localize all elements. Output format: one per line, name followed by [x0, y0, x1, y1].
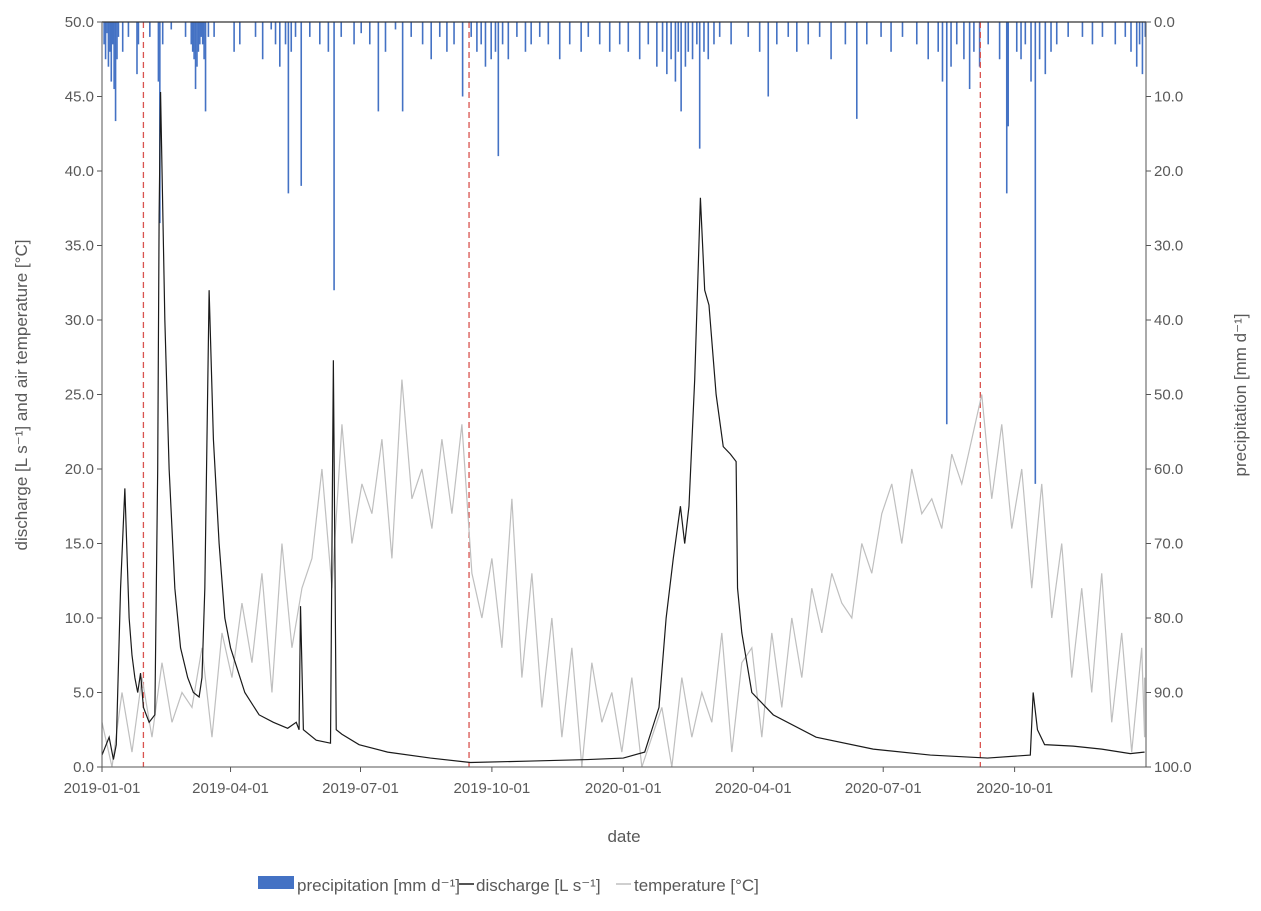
y-left-tick-label: 45.0: [65, 89, 94, 106]
y-right-tick-label: 100.0: [1154, 759, 1192, 776]
y-right-tick-label: 50.0: [1154, 387, 1183, 404]
y-left-tick-label: 10.0: [65, 610, 94, 627]
x-tick-label: 2019-01-01: [64, 780, 141, 797]
y-right-tick-label: 30.0: [1154, 238, 1183, 255]
y-left-tick-label: 15.0: [65, 536, 94, 553]
y-right-tick-label: 90.0: [1154, 685, 1183, 702]
y-left-tick-label: 40.0: [65, 163, 94, 180]
legend-precipitation-label: precipitation [mm d⁻¹]: [297, 876, 460, 895]
x-tick-label: 2020-01-01: [585, 780, 662, 797]
y-axis-right-title: precipitation [mm d⁻¹]: [1231, 314, 1250, 477]
x-tick-label: 2019-07-01: [322, 780, 399, 797]
discharge-series: [101, 92, 1145, 764]
axes: [97, 21, 1151, 772]
y-right-tick-label: 0.0: [1154, 14, 1175, 31]
precipitation-bars: [103, 22, 1147, 484]
x-tick-label: 2019-04-01: [192, 780, 269, 797]
x-tick-label: 2020-04-01: [715, 780, 792, 797]
y-right-tick-label: 80.0: [1154, 610, 1183, 627]
legend: precipitation [mm d⁻¹] discharge [L s⁻¹]…: [258, 876, 759, 895]
y-right-tick-label: 70.0: [1154, 536, 1183, 553]
temperature-series: [101, 379, 1146, 768]
x-tick-label: 2019-10-01: [454, 780, 531, 797]
temperature-line: [101, 379, 1146, 768]
y-left-tick-label: 20.0: [65, 461, 94, 478]
x-tick-label: 2020-07-01: [845, 780, 922, 797]
discharge-line: [101, 92, 1145, 764]
y-left-tick-label: 0.0: [73, 759, 94, 776]
y-left-tick-label: 30.0: [65, 312, 94, 329]
y-left-tick-label: 25.0: [65, 387, 94, 404]
y-axis-left-title: discharge [L s⁻¹] and air temperature [°…: [12, 240, 31, 551]
y-right-tick-label: 40.0: [1154, 312, 1183, 329]
tick-labels: 0.0 5.0 10.0 15.0 20.0 25.0 30.0 35.0 40.0 45.0 50…: [64, 14, 1192, 797]
legend-discharge-label: discharge [L s⁻¹]: [476, 876, 601, 895]
legend-temperature-label: temperature [°C]: [634, 876, 759, 895]
event-marker-lines: [142, 22, 981, 767]
y-left-tick-label: 50.0: [65, 14, 94, 31]
x-axis-title: date: [607, 827, 640, 846]
legend-precipitation-swatch: [258, 876, 294, 889]
y-right-tick-label: 10.0: [1154, 89, 1183, 106]
y-left-tick-label: 35.0: [65, 238, 94, 255]
y-right-tick-label: 20.0: [1154, 163, 1183, 180]
y-right-tick-label: 60.0: [1154, 461, 1183, 478]
x-tick-label: 2020-10-01: [976, 780, 1053, 797]
y-left-tick-label: 5.0: [73, 685, 94, 702]
